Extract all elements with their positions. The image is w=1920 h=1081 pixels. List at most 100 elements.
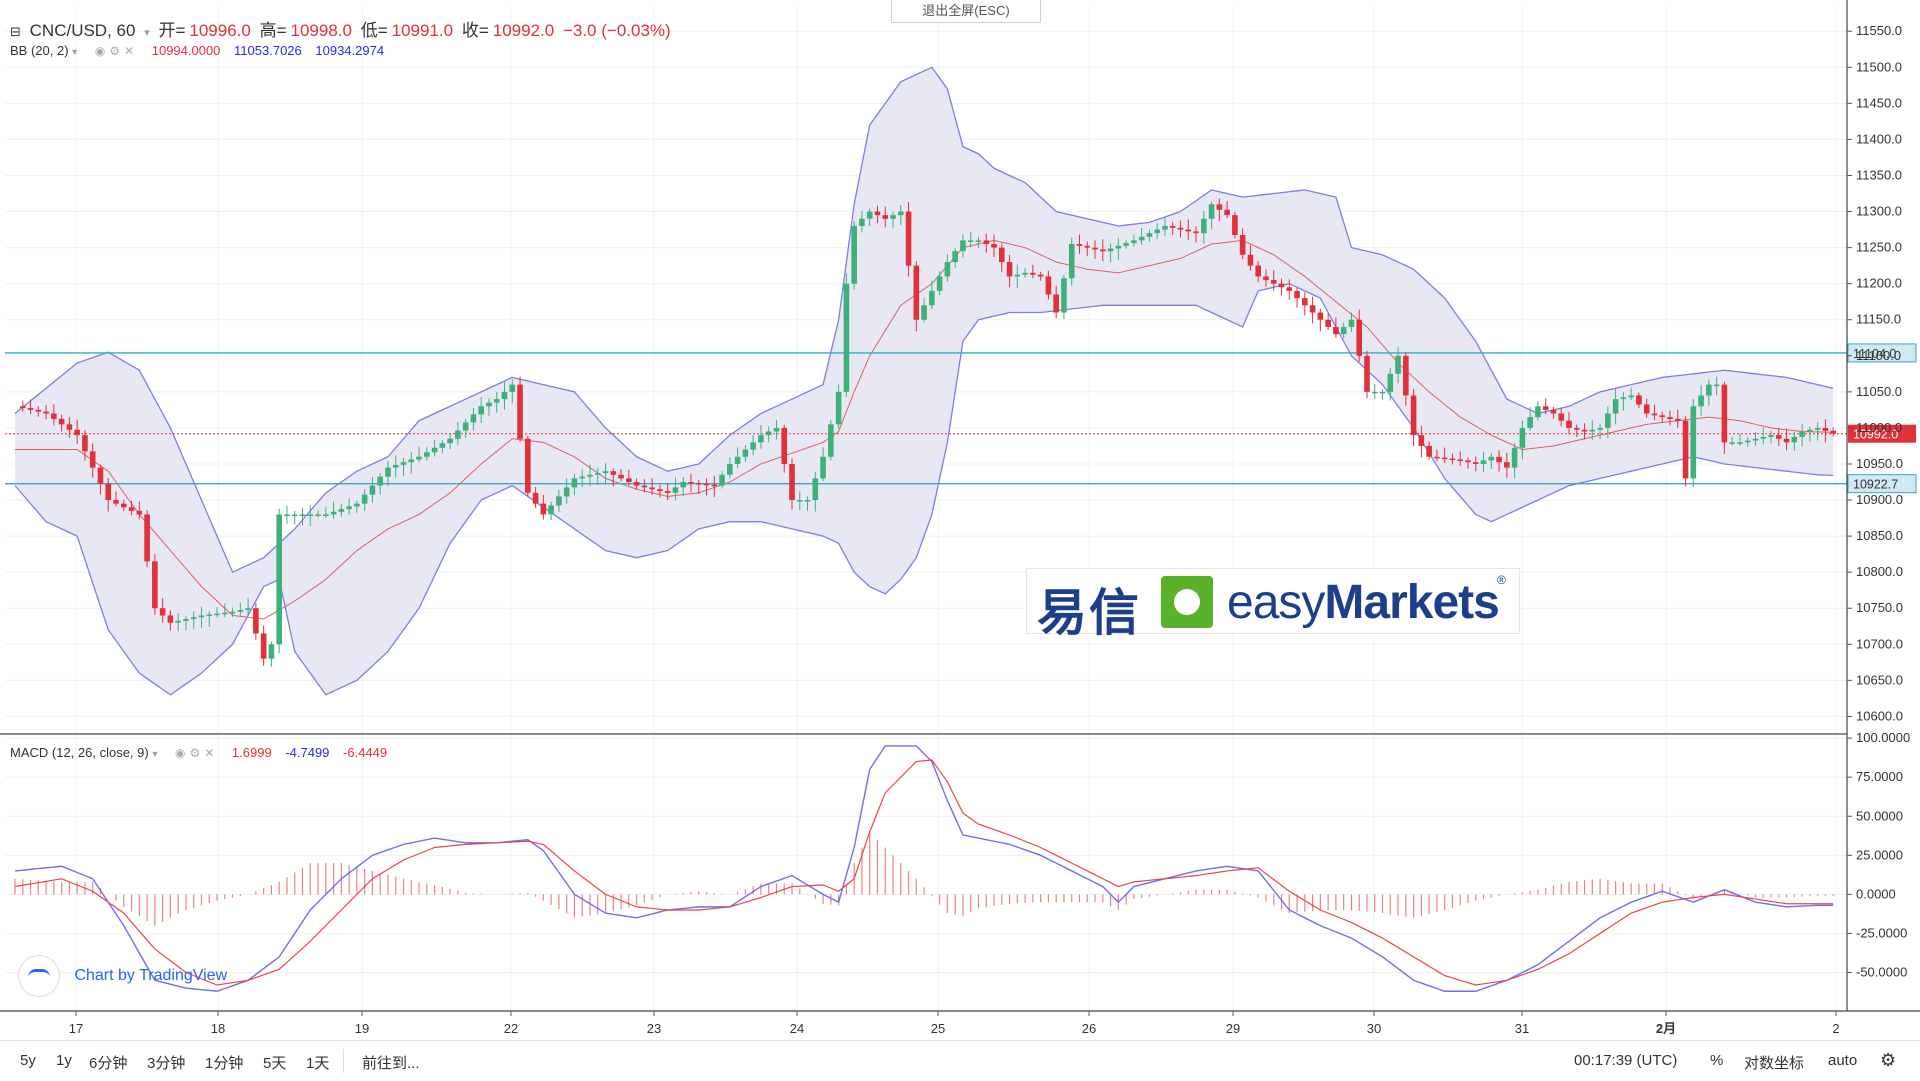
candle-body: [882, 215, 889, 219]
candle-body: [361, 494, 368, 504]
candle-body: [734, 456, 741, 464]
candle-body: [159, 608, 166, 616]
price-tick-label: 11300.0: [1856, 204, 1902, 219]
macd-name[interactable]: MACD (12, 26, close, 9): [10, 745, 149, 760]
candle-body: [307, 514, 314, 516]
candle-body: [470, 414, 477, 423]
exit-fullscreen-button[interactable]: 退出全屏(ESC): [891, 0, 1041, 23]
price-tick-label: 11450.0: [1856, 95, 1902, 110]
candle-body: [843, 283, 850, 392]
candle-body: [556, 496, 562, 506]
time-tick-label: 23: [647, 1021, 661, 1036]
logo-mark-icon: [1161, 576, 1213, 628]
candle-body: [1620, 397, 1627, 400]
candle-body: [1232, 215, 1238, 235]
candle-body: [253, 608, 259, 634]
candle-body: [688, 482, 694, 484]
candle-body: [1612, 399, 1619, 414]
bb-legend: BB (20, 2) ▾ ◉⚙✕ 10994.0000 11053.7026 1…: [10, 43, 384, 58]
candle-body: [175, 620, 181, 623]
candle-body: [354, 503, 360, 507]
time-tick-label: 2月: [1656, 1021, 1676, 1036]
candle-body: [229, 611, 236, 614]
candle-body: [105, 483, 112, 501]
candle-body: [1535, 406, 1541, 418]
time-tick-label: 31: [1515, 1021, 1529, 1036]
candle-body: [408, 459, 415, 463]
candle-body: [1814, 427, 1821, 430]
candle-body: [1224, 209, 1230, 216]
range-5d[interactable]: 5天: [263, 1055, 287, 1072]
candle-body: [905, 211, 912, 266]
candle-body: [703, 483, 710, 486]
symbol-title[interactable]: CNC/USD, 60: [29, 21, 136, 40]
chevron-down-icon[interactable]: ▾: [72, 47, 78, 58]
time-tick-label: 26: [1082, 1021, 1096, 1036]
range-1y[interactable]: 1y: [56, 1052, 72, 1069]
clock-utc[interactable]: 00:17:39 (UTC): [1574, 1052, 1678, 1069]
time-tick-label: 19: [355, 1021, 369, 1036]
price-tick-label: 10700.0: [1856, 636, 1903, 651]
candle-body: [1169, 225, 1176, 228]
goto-button[interactable]: 前往到...: [362, 1055, 420, 1072]
toolbar-divider: [343, 1049, 344, 1073]
candle-body: [633, 482, 640, 486]
bb-fill: [15, 67, 1834, 695]
auto-scale-toggle[interactable]: auto: [1828, 1052, 1858, 1069]
macd-tick-label: 50.0000: [1856, 808, 1903, 823]
open-value: 10996.0: [189, 21, 251, 40]
macd-tick-label: -50.0000: [1856, 965, 1907, 980]
candle-body: [1667, 417, 1673, 419]
candle-body: [594, 472, 601, 475]
range-1d[interactable]: 1天: [306, 1055, 330, 1072]
candle-body: [664, 491, 671, 493]
log-scale-toggle[interactable]: 对数坐标: [1744, 1055, 1805, 1072]
chevron-down-icon[interactable]: ▾: [152, 749, 158, 760]
indicator-settings-icons[interactable]: ◉⚙✕: [94, 44, 139, 58]
candle-body: [610, 471, 617, 475]
candle-body: [828, 424, 834, 457]
candle-body: [944, 262, 951, 277]
candle-body: [618, 474, 624, 479]
price-tick-label: 11150.0: [1856, 312, 1901, 327]
candle-body: [991, 244, 997, 248]
candle-body: [284, 514, 290, 516]
candle-body: [897, 211, 904, 216]
candle-body: [400, 462, 407, 465]
percent-toggle[interactable]: %: [1710, 1052, 1724, 1069]
candle-body: [866, 211, 873, 219]
bollinger-band: [14, 66, 1834, 696]
symbol-header: ⊟ CNC/USD, 60 ▾ 开= 10996.0 高= 10998.0 低= 10…: [10, 16, 675, 41]
candle-body: [1247, 254, 1254, 266]
gear-icon[interactable]: ⚙: [1880, 1050, 1897, 1070]
candle-body: [1084, 245, 1091, 248]
last-price-label: 10992.0: [1853, 428, 1898, 442]
candle-body: [517, 384, 523, 439]
range-5y[interactable]: 5y: [20, 1052, 36, 1069]
price-tick-label: 10900.0: [1856, 492, 1903, 507]
hline-price-tag: [1847, 343, 1917, 363]
price-tick-label: 10950.0: [1856, 456, 1903, 471]
collapse-icon[interactable]: ⊟: [10, 24, 21, 39]
candle-body: [416, 456, 422, 460]
candle-body: [1270, 280, 1277, 284]
candle-body: [35, 409, 42, 412]
range-1min[interactable]: 1分钟: [205, 1055, 244, 1072]
macd-tick-label: 25.0000: [1856, 847, 1903, 862]
candle-body: [680, 482, 687, 488]
candle-body: [120, 503, 127, 508]
bb-name[interactable]: BB (20, 2): [10, 43, 69, 58]
tradingview-badge[interactable]: Chart by TradingView: [18, 955, 227, 997]
candle-body: [501, 391, 508, 400]
macd-hist-value: 1.6999: [231, 745, 272, 760]
range-6min[interactable]: 6分钟: [89, 1055, 128, 1072]
indicator-settings-icons[interactable]: ◉⚙✕: [175, 746, 219, 760]
candle-body: [97, 467, 104, 484]
range-3min[interactable]: 3分钟: [147, 1055, 186, 1072]
candle-body: [268, 644, 275, 659]
time-tick-label: 17: [69, 1021, 83, 1036]
chevron-down-icon[interactable]: ▾: [144, 27, 150, 39]
candle-body: [1449, 458, 1456, 461]
candle-body: [315, 514, 321, 516]
